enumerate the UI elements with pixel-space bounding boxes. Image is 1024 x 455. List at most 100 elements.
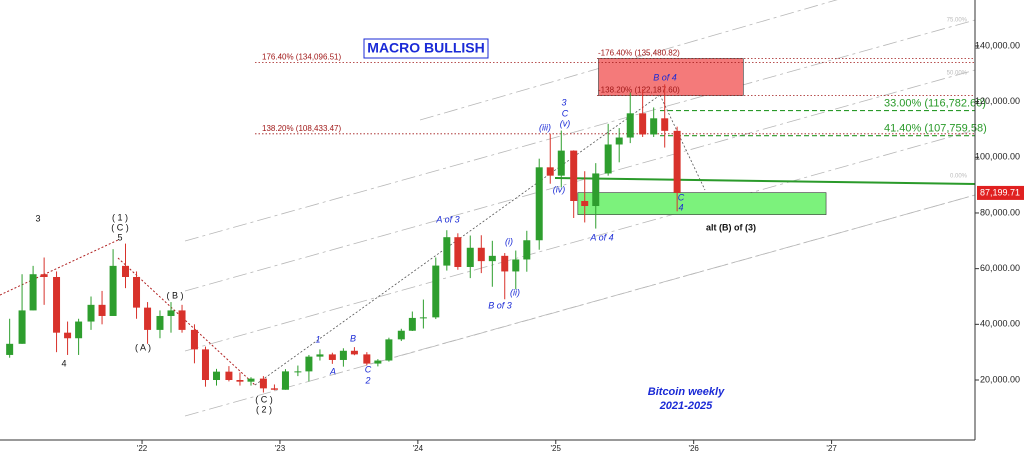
wave-label: ( A ) bbox=[135, 342, 151, 352]
wave-label: 4 bbox=[61, 358, 66, 368]
candle-body bbox=[661, 118, 669, 131]
y-tick-label: 40,000.00 bbox=[980, 319, 1020, 329]
candle-body bbox=[213, 371, 221, 381]
wave-label: ( 1 ) bbox=[112, 212, 128, 222]
wave-label: A of 3 bbox=[435, 214, 459, 224]
channel-line bbox=[184, 194, 975, 417]
candle-body bbox=[98, 304, 106, 316]
wave-label: 5 bbox=[117, 232, 122, 242]
channel-line bbox=[419, 0, 838, 121]
candle-body bbox=[328, 354, 336, 360]
x-tick-label: '24 bbox=[413, 444, 424, 453]
wave-label: 2 bbox=[364, 375, 370, 385]
channel-line bbox=[369, 194, 975, 365]
wave-label: C bbox=[562, 108, 569, 118]
wave-label: (iii) bbox=[539, 122, 551, 132]
candle-body bbox=[615, 137, 623, 145]
candle-body bbox=[639, 113, 647, 135]
x-tick-label: '23 bbox=[275, 444, 286, 453]
wave-label: B of 4 bbox=[653, 72, 677, 82]
channel-line bbox=[184, 69, 975, 292]
wave-label: B bbox=[350, 333, 356, 343]
y-tick-label: 20,000.00 bbox=[980, 374, 1020, 384]
y-tick-label: 100,000.00 bbox=[975, 152, 1020, 162]
fib-label: 176.40% (134,096.51) bbox=[262, 52, 342, 61]
candle-body bbox=[18, 310, 26, 344]
candle-body bbox=[236, 380, 244, 382]
candle-body bbox=[512, 259, 520, 272]
candle-body bbox=[604, 144, 612, 174]
candle-body bbox=[374, 360, 382, 364]
wave-label: A of 4 bbox=[589, 232, 613, 242]
footnote: Bitcoin weekly bbox=[648, 386, 725, 398]
candle-body bbox=[259, 378, 267, 389]
y-tick-label: 140,000.00 bbox=[975, 40, 1020, 50]
title-box bbox=[363, 38, 489, 59]
candle-body bbox=[501, 255, 509, 272]
wave-line bbox=[659, 94, 706, 191]
candle-body bbox=[247, 378, 255, 382]
candle-body bbox=[305, 356, 313, 372]
candle-body bbox=[294, 371, 302, 373]
wave-label: (i) bbox=[505, 236, 513, 246]
candle-body bbox=[144, 307, 152, 330]
wave-label: 4 bbox=[678, 202, 683, 212]
candle-body bbox=[557, 150, 565, 176]
candle-body bbox=[650, 118, 658, 135]
candle-body bbox=[363, 354, 371, 364]
candles bbox=[6, 84, 681, 393]
candle-body bbox=[6, 343, 14, 355]
wave-line bbox=[117, 257, 256, 386]
fib-label: -176.40% (135,480.82) bbox=[598, 49, 680, 58]
y-tick-label: 60,000.00 bbox=[980, 263, 1020, 273]
candle-body bbox=[570, 150, 578, 201]
fib-label: 138.20% (108,433.47) bbox=[262, 124, 342, 133]
wave-label: C bbox=[678, 192, 685, 202]
wave-label: 1 bbox=[315, 334, 320, 344]
candle-body bbox=[178, 310, 186, 330]
fib-label: 41.40% (107,759.58) bbox=[884, 123, 987, 135]
channel-label: 75.00% bbox=[947, 18, 968, 24]
candle-body bbox=[121, 265, 129, 278]
wave-label: (iv) bbox=[553, 184, 566, 194]
candle-body bbox=[466, 247, 474, 267]
wave-label: C bbox=[365, 364, 372, 374]
candle-body bbox=[535, 167, 543, 241]
candle-body bbox=[201, 349, 209, 381]
candle-body bbox=[87, 304, 95, 322]
candle-body bbox=[350, 350, 358, 355]
wave-label: B of 3 bbox=[488, 300, 512, 310]
last-price-label: 87,199.71 bbox=[980, 187, 1020, 197]
candle-body bbox=[477, 247, 485, 262]
zone bbox=[598, 58, 744, 96]
candle-body bbox=[408, 317, 416, 331]
wave-labels: 3 4 ( 1 ) ( C ) 5 ( B ) ( A ) ( C ) ( 2 … bbox=[35, 72, 684, 414]
wave-label: ( 2 ) bbox=[256, 404, 272, 414]
candle-body bbox=[190, 329, 198, 350]
wave-label: A bbox=[329, 366, 336, 376]
chart-title: MACRO BULLISH bbox=[367, 40, 484, 56]
candle-body bbox=[523, 240, 531, 260]
wave-label: (v) bbox=[560, 118, 571, 128]
support-line bbox=[554, 177, 975, 185]
y-tick-label: 80,000.00 bbox=[980, 207, 1020, 217]
x-tick-label: '27 bbox=[826, 444, 837, 453]
fib-label: -138.20% (122,187.60) bbox=[598, 86, 680, 95]
candle-body bbox=[29, 274, 37, 311]
wave-label: ( C ) bbox=[111, 222, 129, 232]
candle-body bbox=[592, 173, 600, 207]
x-tick-label: '26 bbox=[688, 444, 699, 453]
candle-body bbox=[454, 237, 462, 267]
wave-label: 3 bbox=[35, 213, 40, 223]
candle-body bbox=[339, 350, 347, 360]
y-tick-label: 120,000.00 bbox=[975, 96, 1020, 106]
fib-levels: 176.40% (134,096.51) -176.40% (135,480.82… bbox=[255, 49, 987, 137]
channel-label: 50.00% bbox=[947, 71, 968, 77]
zones bbox=[577, 58, 827, 215]
wave-line bbox=[0, 239, 119, 296]
candle-body bbox=[64, 332, 72, 339]
channel-label: 0.00% bbox=[950, 174, 968, 180]
candle-body bbox=[167, 310, 175, 316]
